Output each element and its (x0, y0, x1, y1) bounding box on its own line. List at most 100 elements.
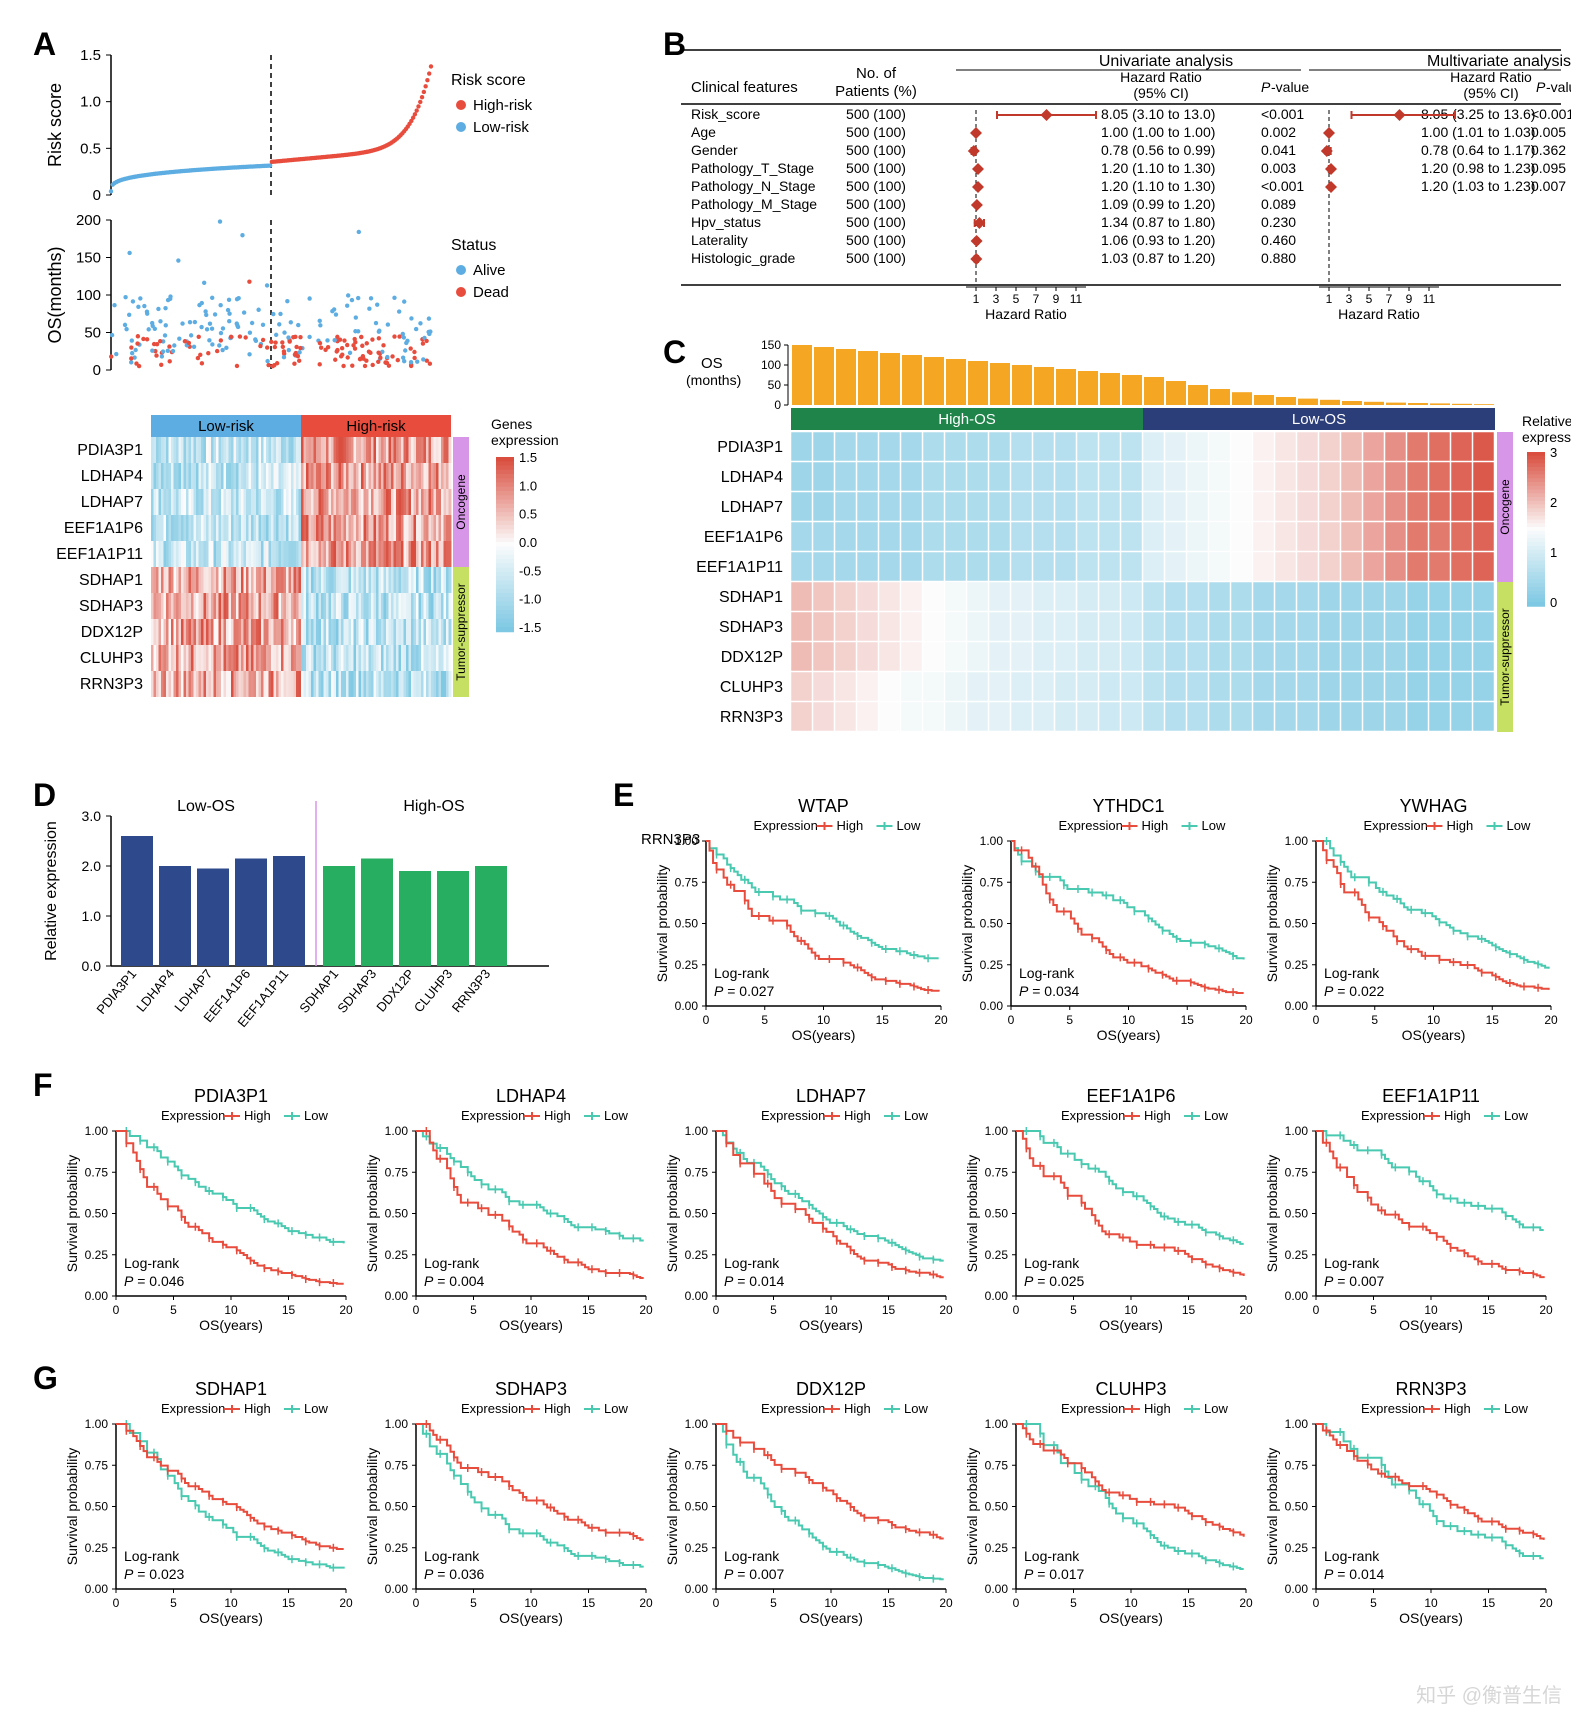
svg-text:EEF1A1P11: EEF1A1P11 (1382, 1086, 1480, 1106)
svg-text:0.50: 0.50 (985, 1207, 1009, 1221)
svg-text:3.0: 3.0 (82, 808, 102, 824)
svg-text:5: 5 (1070, 1303, 1077, 1317)
svg-text:0: 0 (113, 1303, 120, 1317)
svg-text:EEF1A1P6: EEF1A1P6 (64, 520, 143, 537)
svg-text:15: 15 (582, 1596, 596, 1610)
svg-text:LDHAP4: LDHAP4 (81, 468, 143, 485)
svg-text:Laterality: Laterality (691, 232, 748, 248)
svg-text:1.20 (1.10 to 1.30): 1.20 (1.10 to 1.30) (1101, 160, 1215, 176)
svg-text:0.50: 0.50 (675, 917, 699, 931)
svg-text:OS(months): OS(months) (45, 246, 65, 343)
svg-text:CLUHP3: CLUHP3 (720, 679, 783, 696)
svg-text:Low-OS: Low-OS (1292, 411, 1346, 428)
svg-text:3: 3 (1346, 292, 1353, 306)
svg-text:15: 15 (282, 1596, 296, 1610)
svg-text:1.00: 1.00 (1285, 834, 1309, 848)
svg-text:0.25: 0.25 (85, 1541, 109, 1555)
svg-text:20: 20 (1239, 1303, 1253, 1317)
svg-text:-0.5: -0.5 (519, 563, 541, 578)
svg-text:0.75: 0.75 (1285, 1458, 1309, 1472)
svg-text:20: 20 (639, 1303, 653, 1317)
svg-text:Expression: Expression (161, 1401, 225, 1416)
svg-text:P: P (1261, 79, 1271, 95)
svg-text:RRN3P3: RRN3P3 (1395, 1379, 1466, 1399)
svg-text:Risk_score: Risk_score (691, 106, 760, 122)
svg-text:P = 0.022: P = 0.022 (1324, 983, 1385, 999)
svg-text:Log-rank: Log-rank (724, 1548, 780, 1564)
svg-text:P: P (1536, 79, 1546, 95)
svg-text:High: High (837, 818, 864, 833)
svg-text:CLUHP3: CLUHP3 (80, 650, 143, 667)
svg-text:0.75: 0.75 (1285, 875, 1309, 889)
svg-text:1.00: 1.00 (985, 1124, 1009, 1138)
svg-text:Log-rank: Log-rank (1019, 965, 1075, 981)
svg-text:Hazard Ratio: Hazard Ratio (1338, 306, 1420, 322)
svg-text:SDHAP3: SDHAP3 (79, 598, 143, 615)
svg-text:expression: expression (491, 432, 559, 448)
svg-text:0.50: 0.50 (1285, 1500, 1309, 1514)
svg-text:200: 200 (76, 212, 101, 229)
svg-text:LDHAP7: LDHAP7 (721, 499, 783, 516)
svg-text:Alive: Alive (473, 262, 506, 279)
svg-text:0.78 (0.56 to 0.99): 0.78 (0.56 to 0.99) (1101, 142, 1215, 158)
svg-text:LDHAP4: LDHAP4 (496, 1086, 566, 1106)
svg-text:10: 10 (1424, 1596, 1438, 1610)
svg-text:8.05 (3.10 to 13.0): 8.05 (3.10 to 13.0) (1101, 106, 1215, 122)
svg-text:High: High (1444, 1401, 1471, 1416)
svg-text:<0.001: <0.001 (1261, 106, 1304, 122)
svg-text:10: 10 (524, 1303, 538, 1317)
svg-text:20: 20 (1239, 1596, 1253, 1610)
svg-text:OS(years): OS(years) (799, 1317, 863, 1333)
svg-text:7: 7 (1033, 292, 1040, 306)
svg-text:0.007: 0.007 (1531, 178, 1566, 194)
svg-text:OS(years): OS(years) (1097, 1027, 1161, 1043)
svg-text:0.005: 0.005 (1531, 124, 1566, 140)
svg-text:10: 10 (524, 1596, 538, 1610)
svg-text:20: 20 (1539, 1596, 1553, 1610)
svg-text:1.00: 1.00 (385, 1417, 409, 1431)
svg-text:0: 0 (1313, 1596, 1320, 1610)
svg-text:Survival probability: Survival probability (664, 1448, 680, 1566)
svg-text:15: 15 (1181, 1013, 1195, 1027)
svg-text:1.20 (0.98 to 1.23): 1.20 (0.98 to 1.23) (1421, 160, 1535, 176)
svg-text:0: 0 (93, 362, 101, 379)
svg-text:High-OS: High-OS (403, 798, 464, 815)
svg-text:0.50: 0.50 (1285, 1207, 1309, 1221)
svg-text:5: 5 (170, 1596, 177, 1610)
svg-text:10: 10 (1427, 1013, 1441, 1027)
svg-text:1.0: 1.0 (82, 908, 102, 924)
svg-text:1.0: 1.0 (80, 94, 101, 111)
svg-text:Survival probability: Survival probability (1264, 1155, 1280, 1273)
svg-text:5: 5 (1366, 292, 1373, 306)
svg-text:15: 15 (282, 1303, 296, 1317)
svg-text:5: 5 (470, 1596, 477, 1610)
svg-text:Log-rank: Log-rank (1024, 1255, 1080, 1271)
svg-text:OS(years): OS(years) (1402, 1027, 1466, 1043)
svg-text:10: 10 (817, 1013, 831, 1027)
svg-text:Low: Low (904, 1108, 928, 1123)
svg-text:OS(years): OS(years) (799, 1610, 863, 1626)
figure-root: A00.51.01.5Risk scoreRisk scoreHigh-risk… (21, 20, 1571, 1652)
svg-text:1.06 (0.93 to 1.20): 1.06 (0.93 to 1.20) (1101, 232, 1215, 248)
svg-text:500 (100): 500 (100) (846, 160, 906, 176)
svg-text:PDIA3P1: PDIA3P1 (194, 1086, 268, 1106)
svg-text:1.00 (1.01 to 1.03): 1.00 (1.01 to 1.03) (1421, 124, 1535, 140)
svg-text:1.00: 1.00 (85, 1124, 109, 1138)
svg-text:0.460: 0.460 (1261, 232, 1296, 248)
svg-text:15: 15 (1482, 1303, 1496, 1317)
svg-text:Status: Status (451, 237, 496, 254)
svg-text:Expression: Expression (461, 1401, 525, 1416)
svg-text:0.25: 0.25 (1285, 1541, 1309, 1555)
svg-text:High: High (244, 1108, 271, 1123)
svg-text:No. of: No. of (856, 65, 897, 82)
svg-text:High-risk: High-risk (346, 418, 406, 435)
svg-text:0.00: 0.00 (685, 1582, 709, 1596)
svg-text:1.00: 1.00 (980, 834, 1004, 848)
svg-text:Expression: Expression (1061, 1108, 1125, 1123)
svg-text:0: 0 (703, 1013, 710, 1027)
svg-text:Expression: Expression (1361, 1401, 1425, 1416)
svg-text:0.75: 0.75 (685, 1458, 709, 1472)
svg-text:0.75: 0.75 (385, 1458, 409, 1472)
svg-text:High: High (244, 1401, 271, 1416)
svg-text:Histologic_grade: Histologic_grade (691, 250, 795, 266)
